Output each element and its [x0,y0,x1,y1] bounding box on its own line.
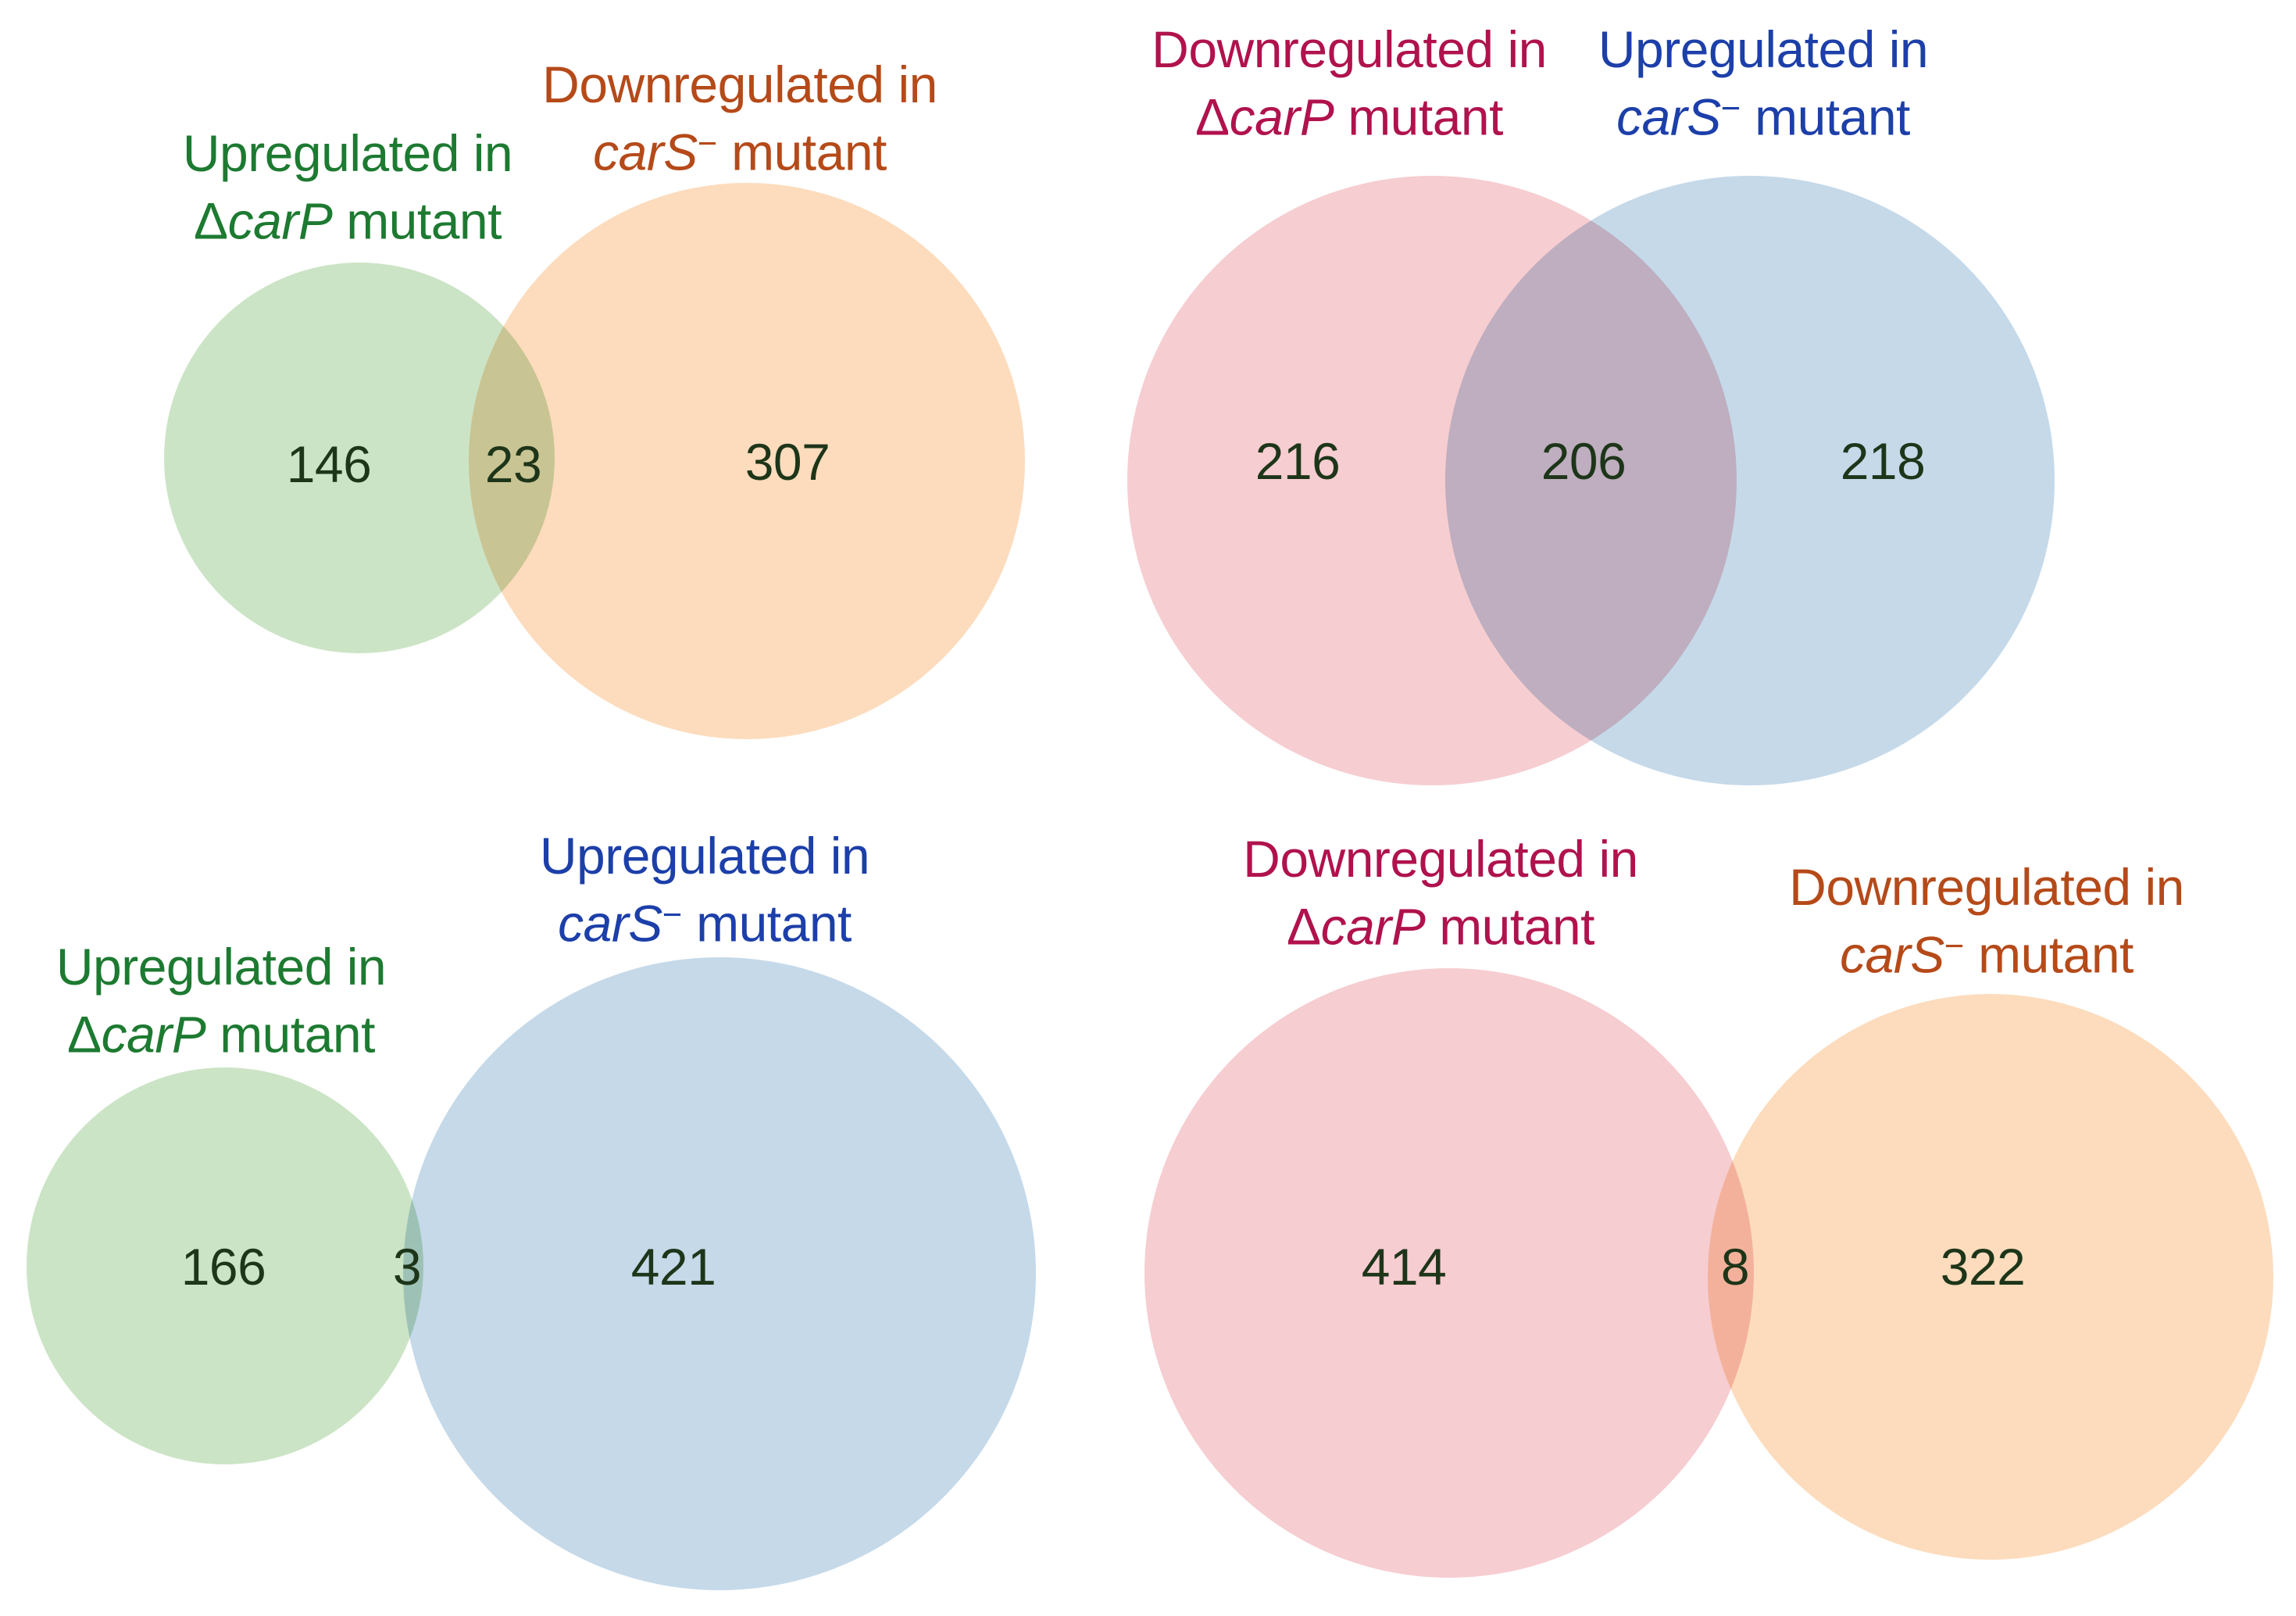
label-suffix: mutant [332,191,502,250]
label-suffix: mutant [1741,88,1910,146]
venn4-circle-group [1144,968,2273,1578]
venn2-left-set-label: Downregulated in ΔcarP mutant [1152,20,1547,147]
label-line1: Upregulated in [539,827,870,885]
label-suffix: mutant [1425,897,1594,956]
venn1-overlap-count: 23 [484,435,542,493]
venn2-left-count: 216 [1255,432,1341,490]
venn4-left-circle [1144,968,1754,1578]
gene-prefix: Δ [1195,88,1230,146]
venn1-right-count: 307 [745,433,830,491]
gene-prefix: Δ [194,191,228,250]
venn4-left-count: 414 [1361,1238,1447,1296]
gene-superscript: − [1720,90,1741,127]
label-suffix: mutant [717,123,887,181]
venn2-right-set-label: Upregulated in carS− mutant [1598,20,1929,147]
gene-name: carS [1840,925,1944,984]
venn4-left-set-label: Downregulated in ΔcarP mutant [1243,829,1638,956]
venn2-right-circle [1445,176,2055,785]
label-line1: Upregulated in [55,938,387,996]
venn2-circle-group [1127,176,2055,785]
gene-prefix: Δ [1287,897,1321,956]
label-suffix: mutant [682,894,852,953]
gene-name: carS [1616,88,1721,146]
venn3-right-set-label: Upregulated in carS− mutant [539,826,870,953]
venn1-left-count: 146 [286,435,372,493]
gene-superscript: − [1944,928,1965,965]
gene-name: carP [1229,88,1334,146]
gene-superscript: − [697,125,718,163]
gene-name: carS [593,123,698,181]
venn1-left-circle [164,263,555,653]
venn4-overlap-count: 8 [1720,1238,1750,1296]
label-suffix: mutant [1964,925,2134,984]
venn3-overlap-count: 3 [392,1238,422,1296]
venn1-right-set-label: Downregulated in carS− mutant [542,55,937,182]
label-line1: Downregulated in [542,55,937,113]
label-line1: Downregulated in [1243,830,1638,888]
gene-name: carP [101,1005,206,1064]
venn4-right-set-label: Downregulated in carS− mutant [1789,857,2184,985]
venn1-right-circle [469,183,1025,739]
venn2-right-count: 218 [1840,432,1926,490]
venn1-left-set-label: Upregulated in ΔcarP mutant [182,123,513,251]
gene-name: carP [227,191,333,250]
label-line1: Downregulated in [1789,858,2184,916]
venn4-right-circle [1708,994,2273,1560]
label-line1: Upregulated in [182,124,513,182]
label-suffix: mutant [1334,88,1503,146]
gene-prefix: Δ [67,1005,102,1064]
gene-name: carS [558,894,662,953]
gene-superscript: − [662,896,683,934]
venn3-left-count: 166 [180,1238,266,1296]
venn3-left-circle [27,1067,423,1464]
venn2-overlap-count: 206 [1541,432,1626,490]
venn1-circle-group [164,183,1025,739]
venn3-right-circle [403,957,1036,1590]
venn3-left-set-label: Upregulated in ΔcarP mutant [55,937,387,1064]
venn3-right-count: 421 [630,1238,716,1296]
venn3-circle-group [27,957,1036,1590]
venn4-right-count: 322 [1940,1238,2026,1296]
label-suffix: mutant [205,1005,375,1064]
gene-name: carP [1320,897,1426,956]
label-line1: Upregulated in [1598,20,1929,78]
label-line1: Downregulated in [1152,20,1547,78]
